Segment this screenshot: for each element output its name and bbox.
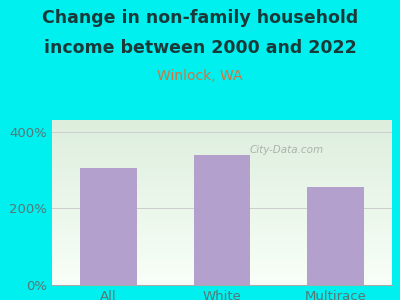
Text: Winlock, WA: Winlock, WA: [157, 69, 243, 83]
Bar: [194, 154, 250, 285]
Bar: [307, 187, 364, 285]
Text: Change in non-family household: Change in non-family household: [42, 9, 358, 27]
Bar: [80, 168, 137, 285]
Text: City-Data.com: City-Data.com: [249, 145, 323, 155]
Text: income between 2000 and 2022: income between 2000 and 2022: [44, 39, 356, 57]
